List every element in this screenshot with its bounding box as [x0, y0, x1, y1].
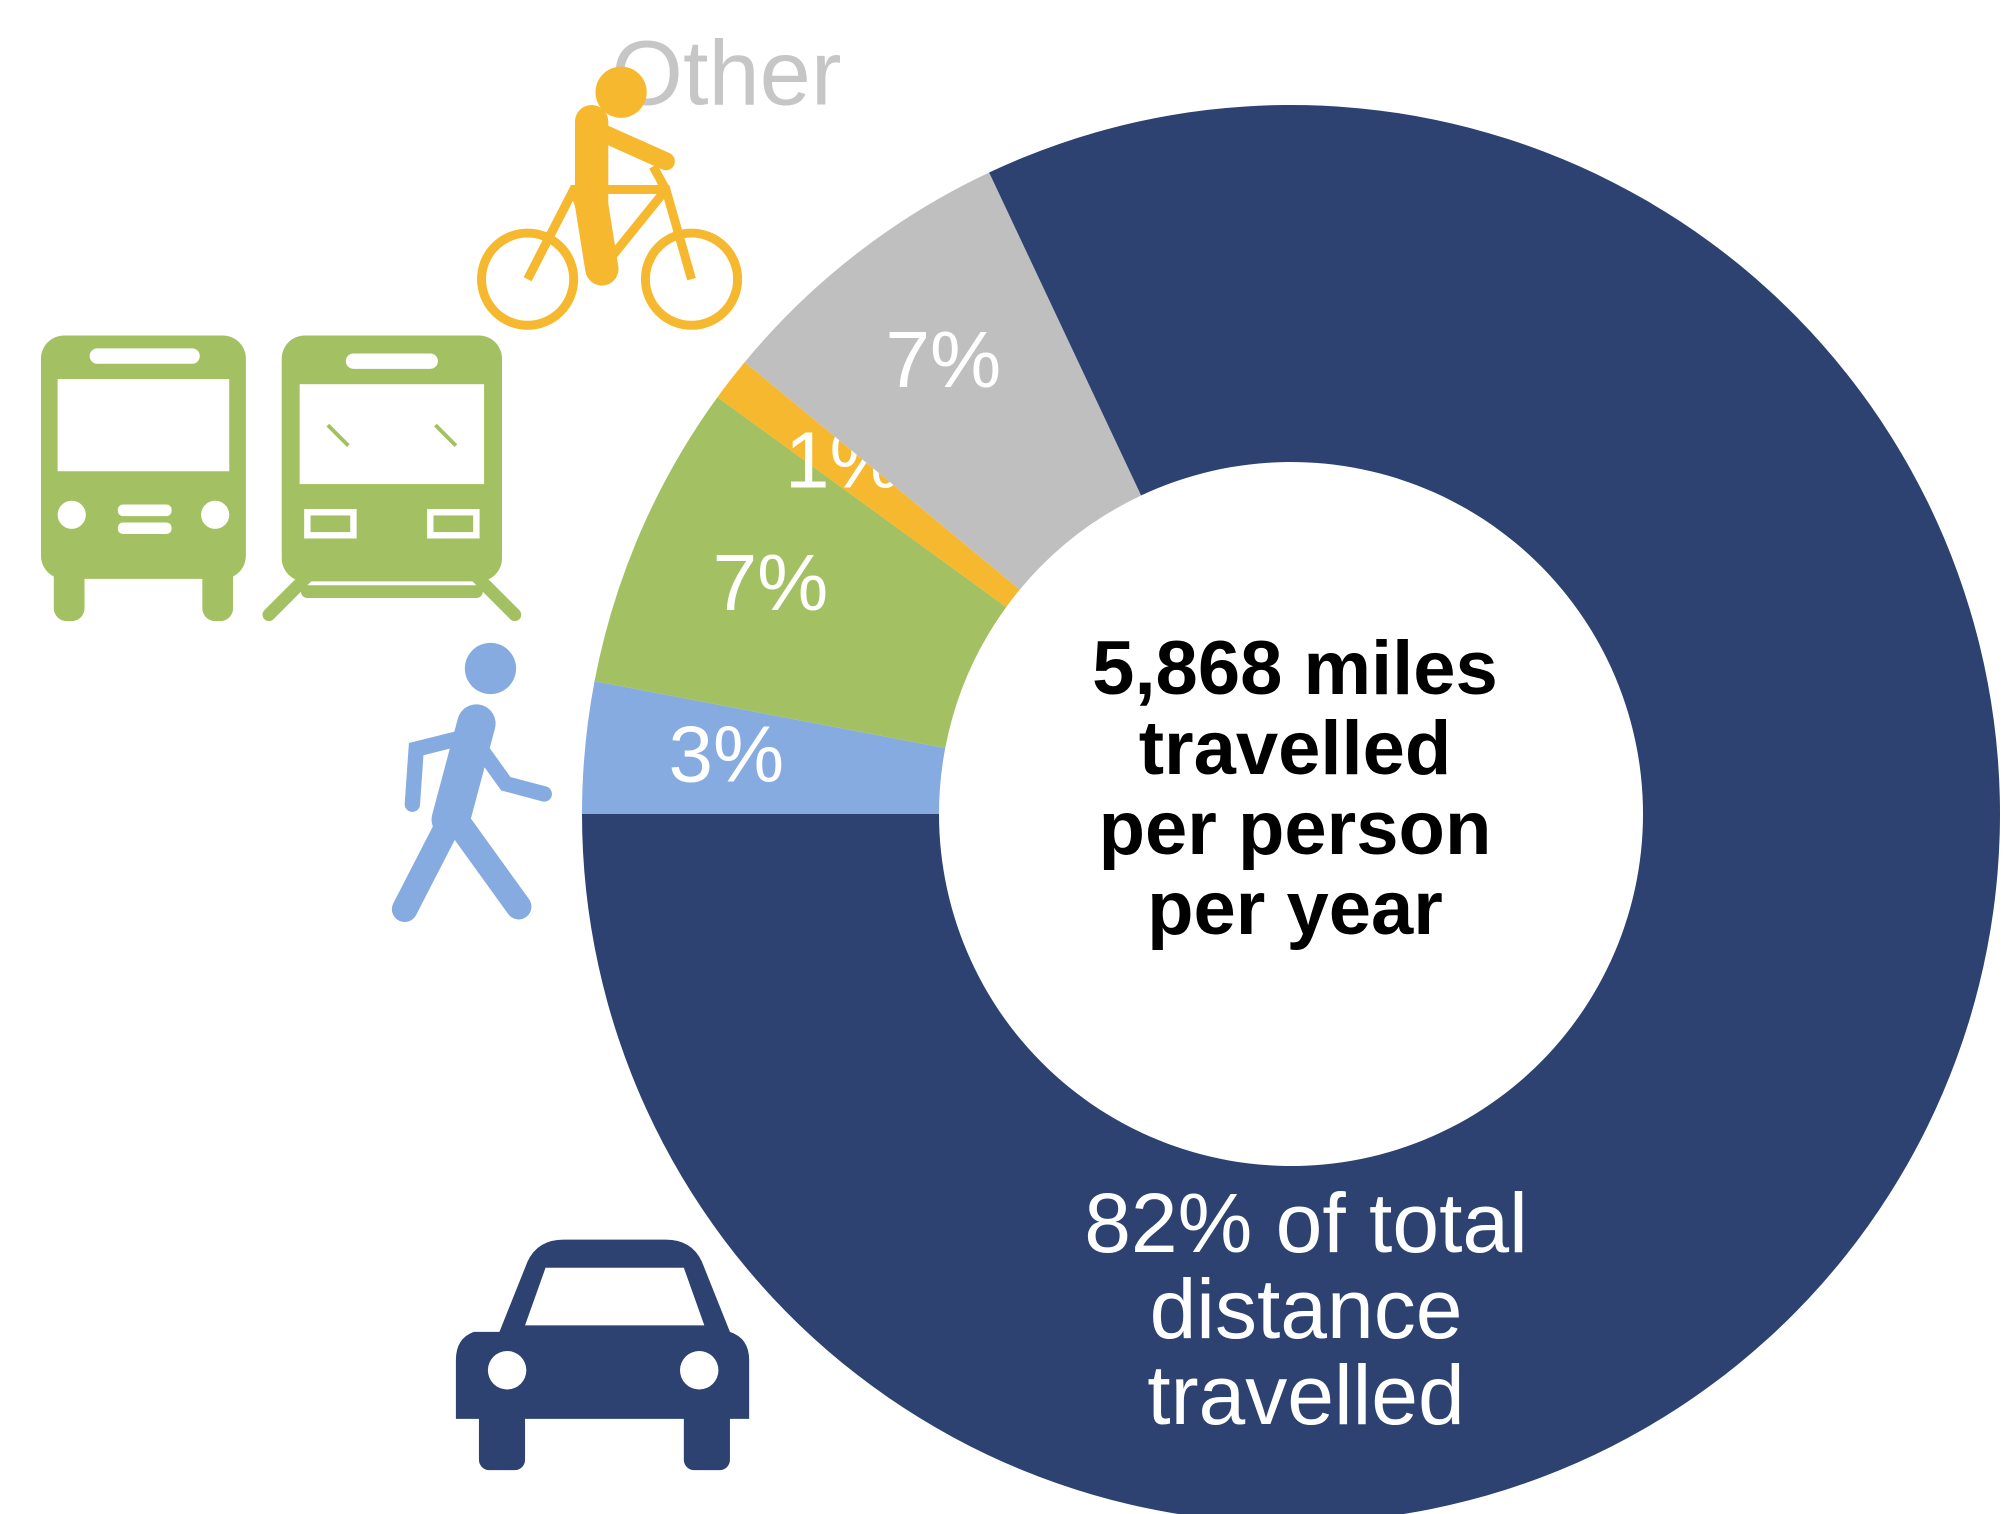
- center-text: 5,868 miles: [1092, 626, 1498, 711]
- icons: [40, 66, 750, 1471]
- center-text: per year: [1147, 866, 1443, 951]
- train-icon: [262, 335, 522, 622]
- bike-rider-head: [595, 66, 647, 118]
- donut-segment: [582, 681, 946, 814]
- bike-icon: [477, 105, 743, 330]
- car-icon: [455, 1239, 750, 1471]
- value-label: 7%: [713, 538, 829, 627]
- donut-segment: [582, 105, 2000, 1514]
- category-label: Other: [611, 22, 841, 124]
- value-label: 82% of total distance travelled: [1084, 1180, 1528, 1442]
- walk-icon: [391, 642, 552, 923]
- donut-segment: [717, 362, 1020, 608]
- value-label-box: 82% of total distance travelled: [1084, 1180, 1528, 1442]
- center-text: per person: [1099, 786, 1492, 871]
- value-label: 7%: [886, 315, 1002, 404]
- value-label: 3%: [669, 710, 785, 799]
- donut-segment: [744, 172, 1142, 590]
- bus-icon: [40, 335, 246, 622]
- donut-segment: [594, 397, 1007, 749]
- center-text: travelled: [1139, 706, 1452, 791]
